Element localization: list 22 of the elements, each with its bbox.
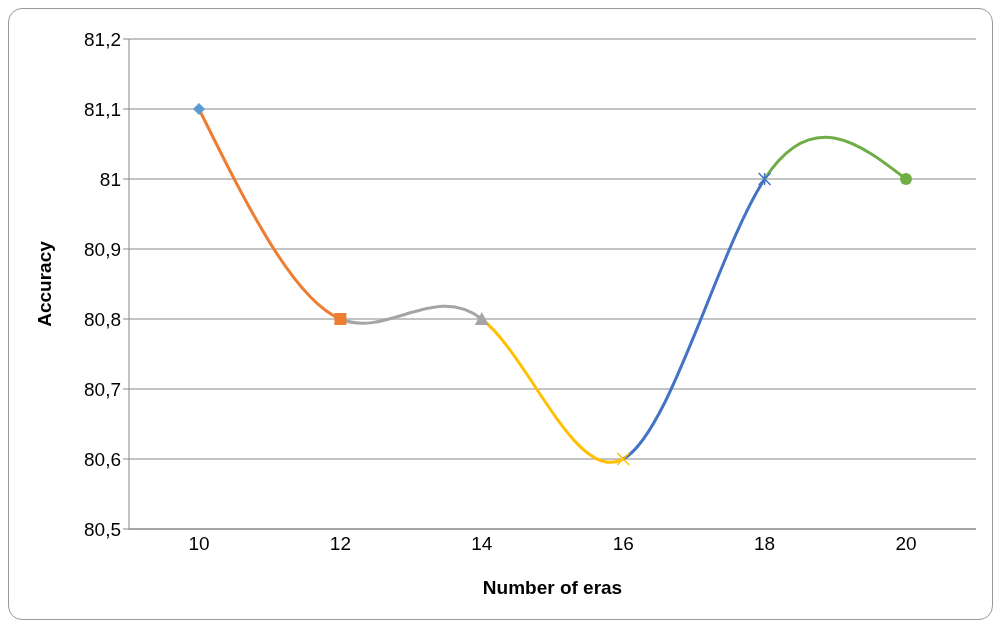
- y-tick-label: 80,7: [84, 378, 121, 400]
- y-tick-label: 80,5: [84, 518, 121, 540]
- x-tick-label: 18: [754, 533, 776, 555]
- point: [616, 452, 630, 466]
- point: [193, 103, 205, 115]
- y-tick-label: 80,8: [84, 308, 121, 330]
- y-tick-label: 80,9: [84, 238, 121, 260]
- y-tick-label: 80,6: [84, 448, 121, 470]
- point: [474, 312, 489, 325]
- y-tick-label: 81,2: [84, 28, 121, 50]
- y-axis-title: Accuracy: [33, 240, 55, 327]
- x-tick-label: 16: [612, 533, 634, 555]
- point: [334, 313, 347, 325]
- y-tick-label: 81: [99, 168, 121, 190]
- x-tick-label: 10: [188, 533, 210, 555]
- x-tick-label: 14: [471, 533, 493, 555]
- x-tick-label: 20: [895, 533, 917, 555]
- y-tick-label: 81,1: [84, 98, 121, 120]
- point: [757, 172, 772, 186]
- x-axis-title: Number of eras: [482, 577, 623, 598]
- x-tick-label: 12: [329, 533, 351, 555]
- point: [900, 173, 912, 185]
